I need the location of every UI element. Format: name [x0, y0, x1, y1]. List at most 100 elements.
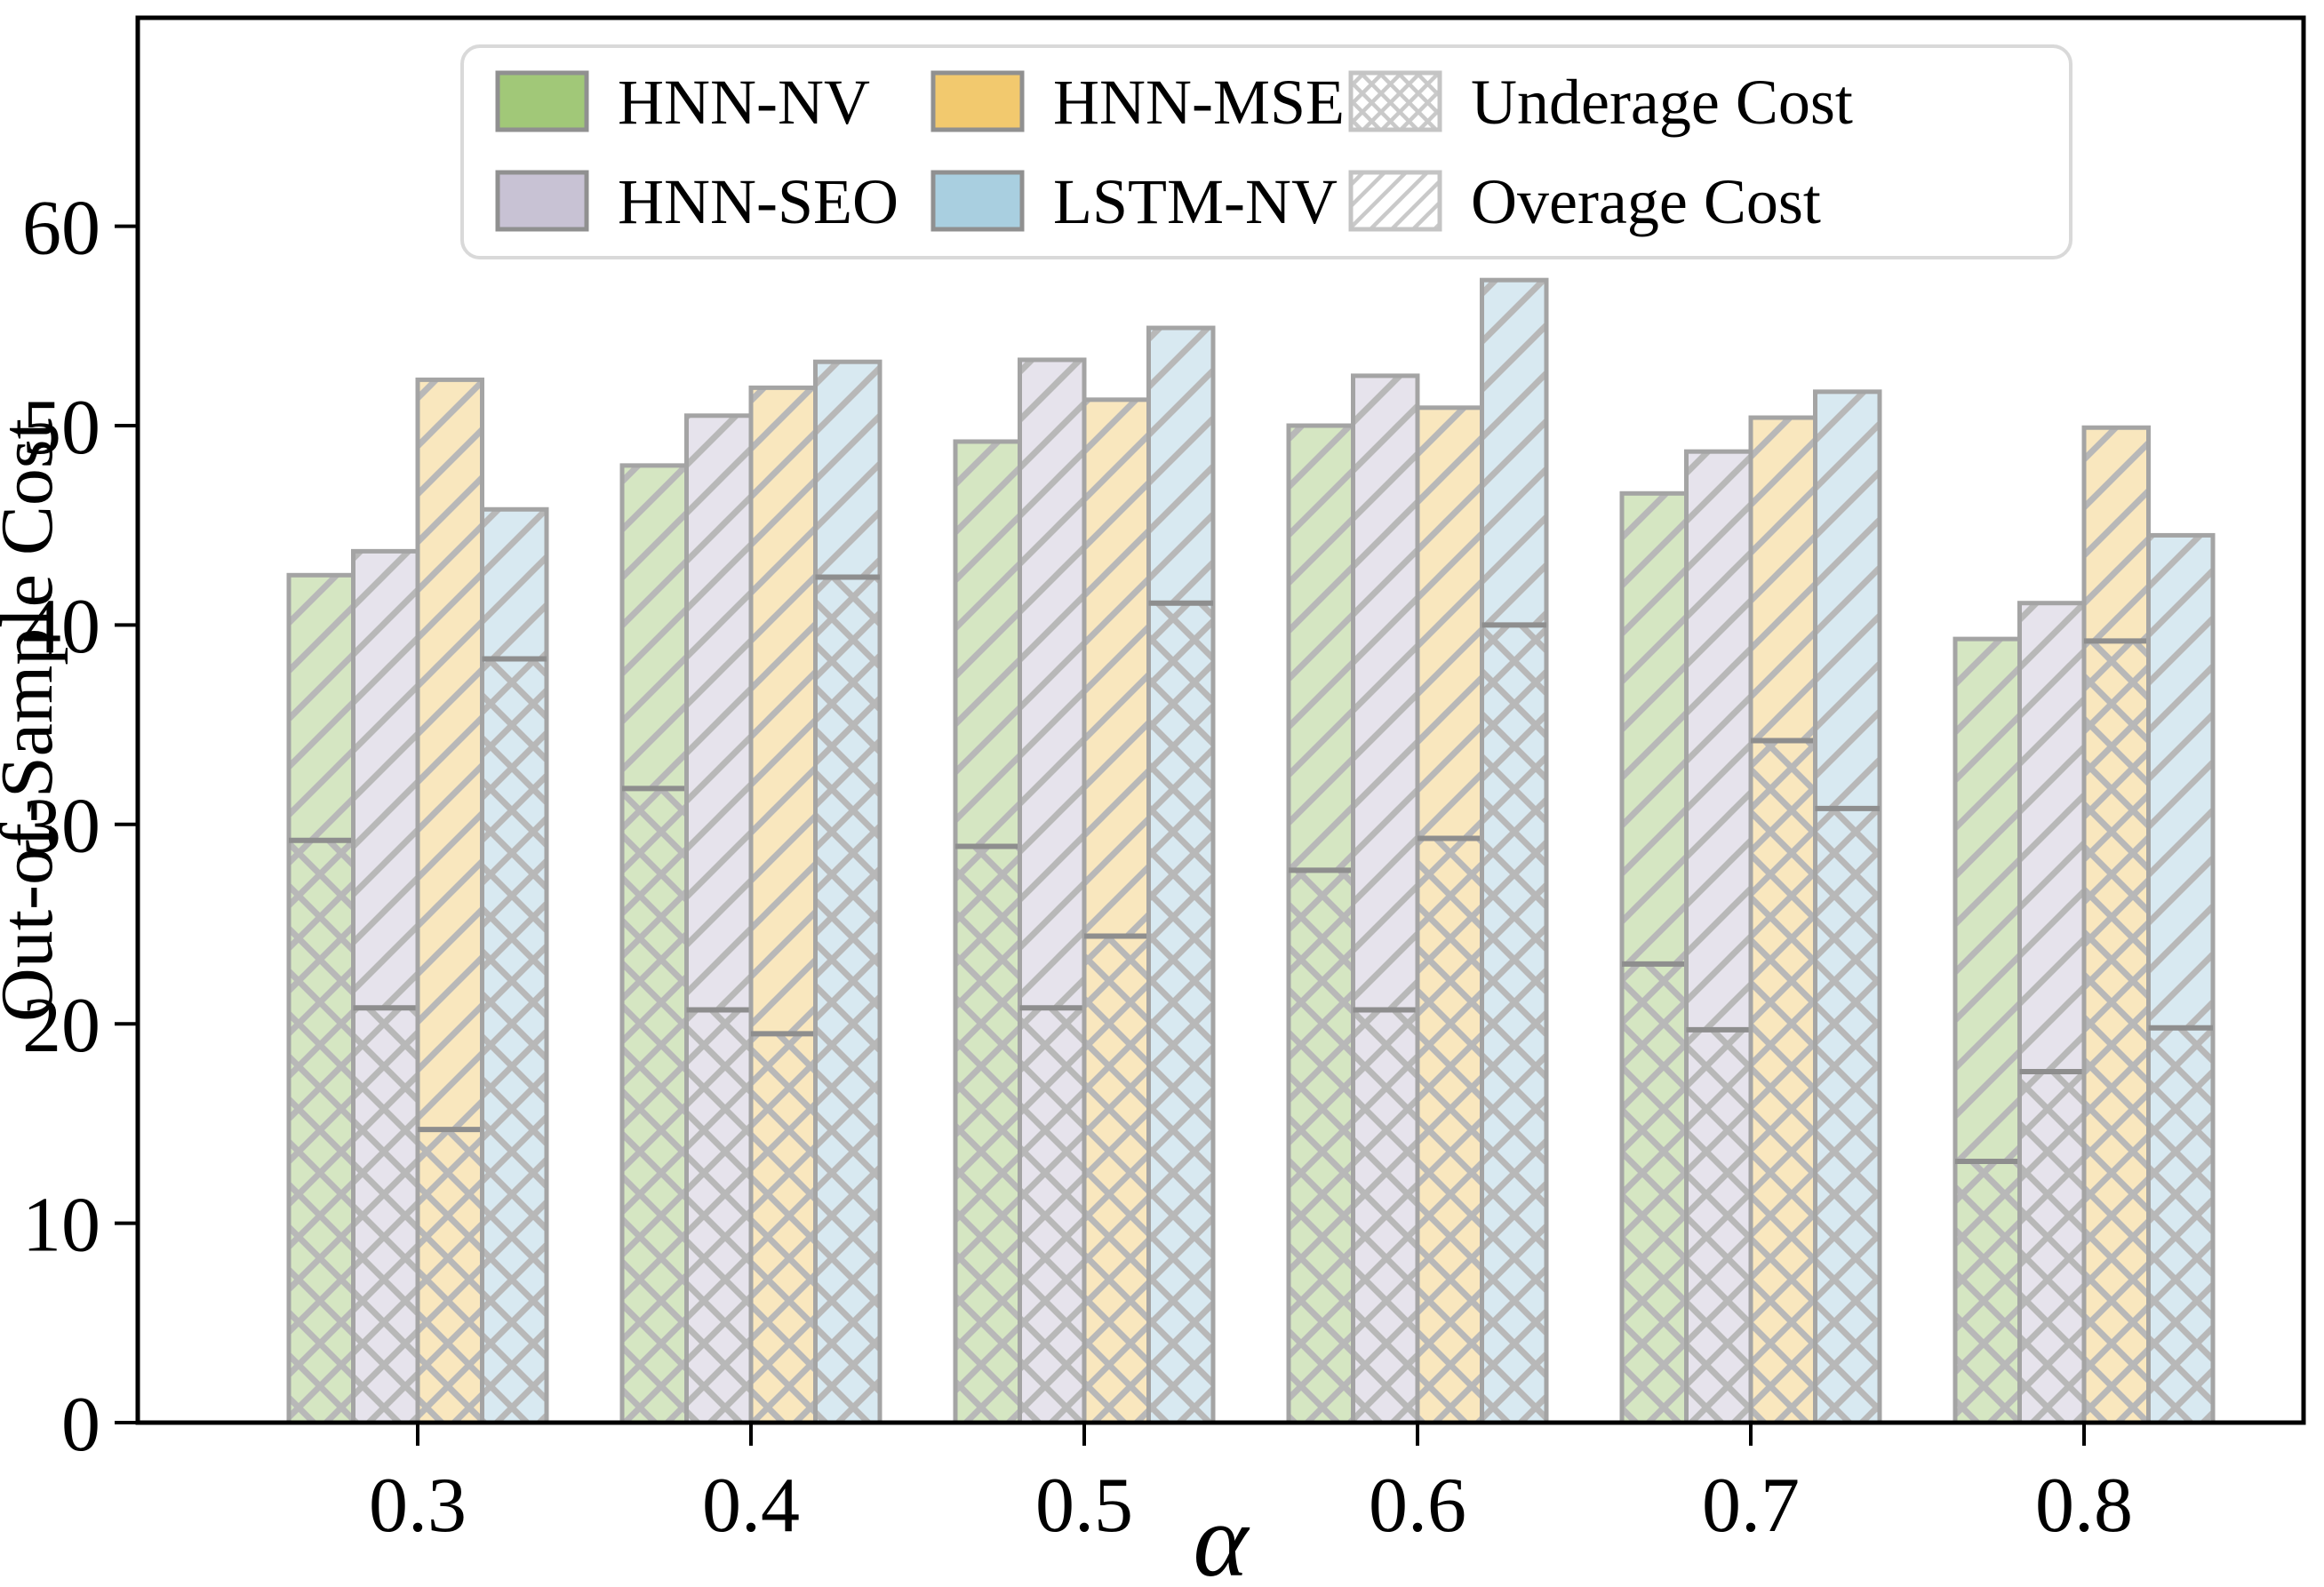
bar-LSTM-NV-0.8 [2146, 532, 2216, 1425]
bar-HNN-MSE-0.4 [748, 385, 818, 1425]
legend-label: HNN-SEO [618, 166, 898, 237]
underage-segment [2084, 641, 2149, 1423]
y-axis: 0 10 20 30 40 50 60 [22, 185, 136, 1468]
legend-item-underage-cost: Underage Cost [1348, 67, 1853, 138]
bar-LSTM-NV-0.7 [1813, 389, 1882, 1425]
underage-segment [1751, 740, 1816, 1423]
overage-segment [622, 465, 687, 789]
underage-segment [418, 1129, 483, 1423]
underage-segment [289, 840, 354, 1423]
bar-HNN-MSE-0.5 [1082, 397, 1151, 1425]
underage-segment [1622, 963, 1687, 1423]
legend-label: Underage Cost [1471, 67, 1853, 138]
bar-HNN-NV-0.5 [953, 439, 1022, 1425]
legend-swatch [495, 170, 589, 232]
underage-segment [482, 658, 547, 1423]
overage-segment [815, 362, 880, 578]
y-tick-label: 60 [22, 185, 100, 271]
overage-segment [353, 551, 418, 1009]
bar-HNN-NV-0.4 [619, 463, 689, 1425]
bar-HNN-SEO-0.6 [1351, 373, 1420, 1425]
bar-HNN-SEO-0.3 [351, 548, 420, 1425]
underage-segment [1289, 870, 1354, 1423]
underage-segment [1686, 1029, 1751, 1423]
x-tick-label: 0.3 [369, 1463, 467, 1549]
overage-segment [1955, 639, 2020, 1162]
underage-segment [686, 1009, 751, 1423]
overage-segment [1622, 493, 1687, 964]
overage-segment [1686, 451, 1751, 1030]
legend-item-overage-cost: Overage Cost [1348, 166, 1821, 237]
legend: HNN-NV HNN-SEO HNN-MSE LSTM-NV Underage Cost… [460, 44, 2072, 259]
bar-HNN-MSE-0.3 [415, 377, 484, 1425]
y-tick-label: 20 [22, 983, 100, 1069]
legend-item-hnn-mse: HNN-MSE [930, 67, 1345, 138]
overage-segment [1481, 280, 1546, 626]
legend-item-hnn-seo: HNN-SEO [495, 166, 898, 237]
bar-HNN-NV-0.6 [1286, 423, 1355, 1425]
underage-segment [353, 1008, 418, 1423]
overage-segment [955, 441, 1020, 847]
overage-segment [1815, 391, 1880, 809]
overage-segment [2148, 535, 2213, 1028]
y-tick-label: 0 [61, 1382, 100, 1468]
diagonal-hatch-swatch-icon [1348, 170, 1442, 232]
underage-segment [815, 577, 880, 1423]
x-axis: 0.3 0.4 0.5 0.6 0.7 0.8 [369, 1424, 2133, 1549]
x-tick-label: 0.4 [702, 1463, 800, 1549]
bar-LSTM-NV-0.3 [480, 506, 549, 1425]
overage-segment [1418, 407, 1482, 839]
legend-item-lstm-nv: LSTM-NV [930, 166, 1338, 237]
y-tick-label: 30 [22, 784, 100, 870]
underage-segment [622, 788, 687, 1423]
underage-segment [1815, 808, 1880, 1423]
underage-segment [1148, 602, 1213, 1423]
overage-segment [1289, 426, 1354, 871]
y-tick-label: 10 [22, 1182, 100, 1268]
overage-segment [1353, 375, 1418, 1010]
x-tick-label: 0.7 [1702, 1463, 1800, 1549]
bar-HNN-SEO-0.8 [2017, 601, 2087, 1425]
underage-segment [2019, 1072, 2084, 1423]
overage-segment [482, 509, 547, 659]
plot-border [135, 15, 2306, 1425]
bar-HNN-MSE-0.6 [1415, 405, 1484, 1425]
bar-HNN-NV-0.3 [286, 572, 355, 1425]
legend-item-hnn-nv: HNN-NV [495, 67, 870, 138]
bar-HNN-SEO-0.7 [1684, 449, 1753, 1425]
bars-layer [286, 277, 2216, 1425]
legend-swatch [930, 170, 1025, 232]
underage-segment [2148, 1027, 2213, 1423]
overage-segment [289, 575, 354, 841]
underage-segment [1955, 1161, 2020, 1423]
underage-segment [1019, 1008, 1084, 1423]
y-tick-label: 40 [22, 584, 100, 670]
legend-label: Overage Cost [1471, 166, 1821, 237]
x-tick-label: 0.8 [2035, 1463, 2133, 1549]
y-axis-label: Out-of-Sample Cost [0, 419, 68, 1022]
x-tick-label: 0.6 [1369, 1463, 1466, 1549]
overage-segment [1751, 418, 1816, 741]
overage-segment [751, 387, 816, 1034]
bar-HNN-NV-0.8 [1953, 636, 2022, 1425]
legend-box [460, 44, 2072, 259]
bar-HNN-MSE-0.8 [2081, 425, 2151, 1425]
overage-segment [1019, 359, 1084, 1009]
x-tick-label: 0.5 [1035, 1463, 1133, 1549]
bar-HNN-MSE-0.7 [1748, 415, 1817, 1425]
underage-segment [1418, 838, 1482, 1423]
bar-HNN-NV-0.7 [1619, 490, 1689, 1425]
overage-segment [418, 379, 483, 1130]
bar-LSTM-NV-0.6 [1480, 277, 1549, 1425]
overage-segment [2084, 427, 2149, 642]
legend-label: LSTM-NV [1053, 166, 1338, 237]
legend-swatch [930, 70, 1025, 132]
bar-LSTM-NV-0.4 [813, 359, 882, 1425]
overage-segment [1148, 328, 1213, 603]
legend-swatch [495, 70, 589, 132]
legend-label: HNN-NV [618, 67, 870, 138]
underage-segment [1481, 625, 1546, 1423]
legend-label: HNN-MSE [1053, 67, 1345, 138]
